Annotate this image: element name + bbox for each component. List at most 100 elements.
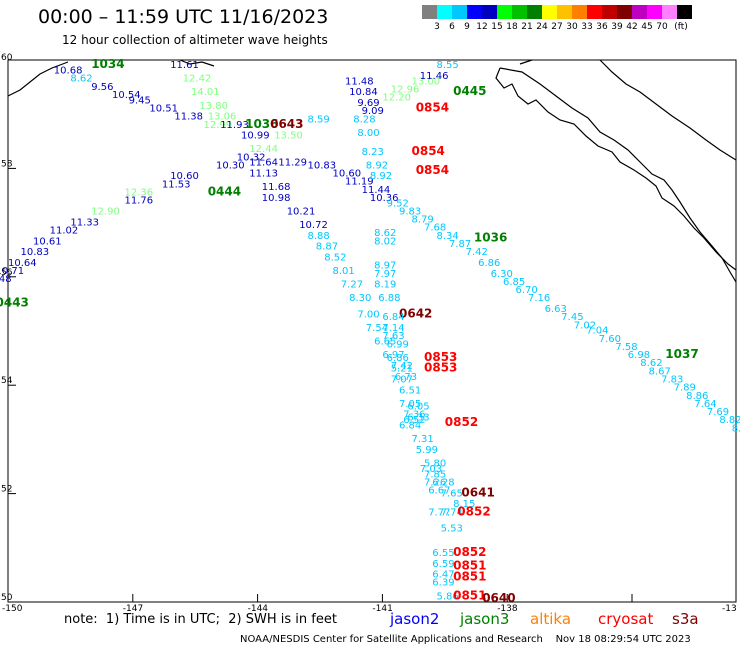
legend-sat-jason2: jason2 [390, 610, 440, 628]
wave-height-label: 9.56 [91, 82, 113, 93]
wave-height-label: 10.48 [0, 274, 12, 285]
wave-height-label: 8.30 [349, 293, 371, 304]
pass-time-label: 1036 [245, 117, 278, 131]
wave-height-label: 11.93 [220, 120, 249, 131]
pass-time-label: 0643 [270, 117, 303, 131]
wave-height-label: 9.52 [387, 198, 409, 209]
wave-height-label: 6.30 [491, 269, 513, 280]
wave-height-label: 12.96 [391, 85, 420, 96]
lat-label: 54 [1, 376, 13, 386]
wave-height-label: 12.20 [382, 93, 411, 104]
wave-height-label: 11.13 [249, 169, 278, 180]
wave-height-label: 7.60 [599, 334, 621, 345]
wave-height-label: 7.63 [382, 331, 404, 342]
wave-height-label: 8.79 [412, 215, 434, 226]
map-frame [7, 59, 737, 603]
legend-label: 42 [626, 22, 638, 32]
wave-height-label: 9.45 [129, 95, 151, 106]
wave-height-label: 7.45 [561, 312, 583, 323]
wave-height-label: 8.23 [362, 147, 384, 158]
wave-height-label: 10.21 [287, 207, 316, 218]
wave-height-label: 6.85 [503, 277, 525, 288]
legend-label: 33 [581, 22, 593, 32]
wave-height-label: 7.77 [428, 507, 450, 518]
wave-height-label: 7.07 [391, 375, 413, 386]
legend-label: 15 [491, 22, 503, 32]
pass-time-label: 0853 [424, 350, 457, 364]
wave-height-label: 6.86 [478, 258, 500, 269]
wave-height-label: 11.02 [50, 225, 79, 236]
wave-height-label: 8.59 [308, 114, 330, 125]
wave-height-label: 6.84 [399, 421, 421, 432]
wave-height-label: 8.15 [453, 499, 475, 510]
wave-height-label: 8.62 [640, 358, 662, 369]
pass-time-label: 0444 [208, 185, 241, 199]
wave-height-label: 7.26 [424, 478, 446, 489]
lat-label: 60 [1, 53, 13, 63]
wave-height-label: 12.44 [249, 144, 278, 155]
wave-height-label: 6.99 [387, 339, 409, 350]
wave-height-label: 11.64 [249, 158, 278, 169]
wave-height-label: 6.98 [628, 350, 650, 361]
legend-swatch [557, 5, 572, 19]
wave-height-label: 7.54 [366, 323, 388, 334]
wave-height-label: 7.65 [441, 488, 463, 499]
legend-swatch [467, 5, 482, 19]
pass-time-label: 0640 [482, 591, 515, 605]
legend-swatch [527, 5, 542, 19]
wave-height-label: 13.00 [412, 76, 441, 87]
wave-height-label: 6.86 [387, 353, 409, 364]
axis-labels: 60 58 56 54 52 50-150 -147 -144 -141 -138 -13 [1, 53, 737, 614]
wave-height-label: 8.67 [649, 366, 671, 377]
wave-height-label: 7.85 [424, 469, 446, 480]
legend-label: 30 [566, 22, 578, 32]
wave-height-label: 9.83 [399, 207, 421, 218]
wave-height-label: 7.68 [424, 223, 446, 234]
pass-time-label: 1036 [474, 231, 507, 245]
legend-sat-jason3: jason3 [460, 610, 510, 628]
pass-time-label: 0851 [453, 569, 486, 583]
pass-time-label: 0851 [453, 588, 486, 602]
wave-height-label: 8.28 [353, 114, 375, 125]
wave-height-label: 10.71 [0, 266, 24, 277]
wave-height-label: 7.89 [674, 383, 696, 394]
wave-height-label: 9.69 [357, 98, 379, 109]
wave-height-label: 8.87 [316, 242, 338, 253]
legend-swatch [452, 5, 467, 19]
wave-height-label: 7.64 [694, 399, 716, 410]
legend-swatch [572, 5, 587, 19]
wave-height-label: 5.21 [391, 364, 413, 375]
wave-height-label: 8.92 [366, 160, 388, 171]
lat-label: 56 [1, 268, 13, 278]
lat-label: 58 [1, 159, 13, 169]
legend-swatch [647, 5, 662, 19]
lon-label: -147 [123, 604, 143, 614]
wave-height-label: 7.83 [661, 375, 683, 386]
wave-height-label: 7.31 [412, 434, 434, 445]
pass-time-label: 0641 [461, 485, 494, 499]
wave-height-label: 10.64 [8, 258, 37, 269]
legend-swatch [542, 5, 557, 19]
legend-sat-s3a: s3a [672, 610, 699, 628]
wave-height-label: 8.00 [357, 128, 379, 139]
wave-height-label: 10.83 [308, 160, 337, 171]
legend-swatch [662, 5, 677, 19]
wave-height-label: 10.60 [333, 169, 362, 180]
wave-height-label: 11.44 [362, 185, 391, 196]
wave-height-label: 10.36 [370, 193, 399, 204]
wave-height-label: 8.82 [719, 415, 740, 426]
wave-height-label: 10.83 [21, 247, 50, 258]
wave-height-label: 6.63 [545, 304, 567, 315]
wave-height-label: 5.80 [424, 459, 446, 470]
legend-label: 9 [464, 22, 470, 32]
pass-time-label: 0445 [453, 84, 486, 98]
wave-height-label: 6.55 [432, 548, 454, 559]
wave-height-label: 10.68 [54, 66, 83, 77]
legend-swatch [617, 5, 632, 19]
wave-height-label: 8.62 [374, 228, 396, 239]
legend-swatch [602, 5, 617, 19]
legend-swatch [632, 5, 647, 19]
legend-swatch [482, 5, 497, 19]
wave-height-label: 11.19 [345, 177, 374, 188]
